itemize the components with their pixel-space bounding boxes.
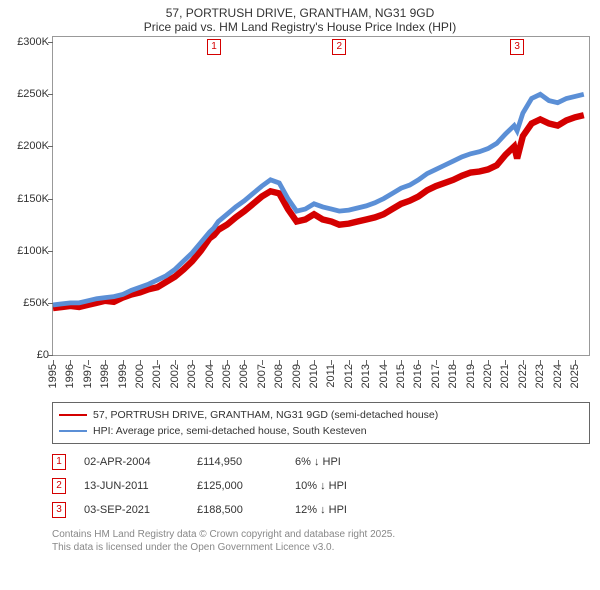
x-axis-label: 1997 [82, 364, 94, 388]
series-hpi [53, 94, 584, 305]
x-axis-label: 2000 [134, 364, 146, 388]
x-axis-label: 2024 [552, 364, 564, 388]
x-axis-label: 2011 [325, 364, 337, 388]
sales-pct: 6% ↓ HPI [295, 456, 395, 468]
y-axis-tick [48, 251, 53, 252]
legend-swatch [59, 414, 87, 416]
footer: Contains HM Land Registry data © Crown c… [52, 528, 590, 554]
y-axis-label: £200K [17, 140, 49, 152]
y-axis-tick [48, 199, 53, 200]
sales-price: £188,500 [197, 504, 277, 516]
sales-price: £114,950 [197, 456, 277, 468]
x-axis-label: 1996 [64, 364, 76, 388]
sales-date: 02-APR-2004 [84, 456, 179, 468]
title-line-2: Price paid vs. HM Land Registry's House … [4, 20, 596, 34]
title-line-1: 57, PORTRUSH DRIVE, GRANTHAM, NG31 9GD [4, 6, 596, 20]
y-axis-tick [48, 355, 53, 356]
x-axis-label: 2019 [465, 364, 477, 388]
y-axis-label: £50K [23, 297, 49, 309]
x-axis-label: 2025 [569, 364, 581, 388]
x-axis-label: 2009 [291, 364, 303, 388]
sale-marker-2: 2 [332, 39, 346, 55]
x-axis-label: 1999 [117, 364, 129, 388]
x-axis-label: 2022 [517, 364, 529, 388]
legend: 57, PORTRUSH DRIVE, GRANTHAM, NG31 9GD (… [52, 402, 590, 444]
sale-marker-1: 1 [207, 39, 221, 55]
sales-row: 2 13-JUN-2011 £125,000 10% ↓ HPI [52, 474, 590, 498]
plot-area: £0£50K£100K£150K£200K£250K£300K199519961… [52, 36, 590, 356]
y-axis-label: £300K [17, 36, 49, 48]
chart-area: £0£50K£100K£150K£200K£250K£300K199519961… [52, 36, 590, 396]
x-axis-label: 2003 [186, 364, 198, 388]
y-axis-tick [48, 146, 53, 147]
sale-marker-3: 3 [510, 39, 524, 55]
x-axis-label: 2015 [395, 364, 407, 388]
sales-row-marker: 3 [52, 502, 66, 518]
legend-swatch [59, 430, 87, 432]
x-axis-label: 2007 [256, 364, 268, 388]
x-axis-label: 2018 [447, 364, 459, 388]
chart-svg [53, 37, 589, 355]
sales-row-marker: 2 [52, 478, 66, 494]
y-axis-label: £100K [17, 245, 49, 257]
sales-pct: 12% ↓ HPI [295, 504, 395, 516]
y-axis-tick [48, 42, 53, 43]
sales-table: 1 02-APR-2004 £114,950 6% ↓ HPI 2 13-JUN-2011… [52, 450, 590, 522]
x-axis-label: 2013 [360, 364, 372, 388]
legend-row: 57, PORTRUSH DRIVE, GRANTHAM, NG31 9GD (… [59, 407, 583, 423]
y-axis-tick [48, 94, 53, 95]
sales-date: 03-SEP-2021 [84, 504, 179, 516]
series-price-paid [53, 115, 584, 308]
legend-label: HPI: Average price, semi-detached house,… [93, 423, 367, 439]
chart-container: 57, PORTRUSH DRIVE, GRANTHAM, NG31 9GD P… [0, 0, 600, 554]
x-axis-label: 2005 [221, 364, 233, 388]
sales-row-marker: 1 [52, 454, 66, 470]
sales-row: 1 02-APR-2004 £114,950 6% ↓ HPI [52, 450, 590, 474]
x-axis-label: 2014 [378, 364, 390, 388]
legend-row: HPI: Average price, semi-detached house,… [59, 423, 583, 439]
sales-date: 13-JUN-2011 [84, 480, 179, 492]
title-block: 57, PORTRUSH DRIVE, GRANTHAM, NG31 9GD P… [0, 0, 600, 36]
x-axis-label: 2017 [430, 364, 442, 388]
legend-label: 57, PORTRUSH DRIVE, GRANTHAM, NG31 9GD (… [93, 407, 438, 423]
x-axis-label: 2012 [343, 364, 355, 388]
y-axis-label: £150K [17, 193, 49, 205]
sales-pct: 10% ↓ HPI [295, 480, 395, 492]
footer-line-2: This data is licensed under the Open Gov… [52, 541, 590, 554]
x-axis-label: 2016 [412, 364, 424, 388]
x-axis-label: 2020 [482, 364, 494, 388]
y-axis-tick [48, 303, 53, 304]
x-axis-label: 1995 [47, 364, 59, 388]
x-axis-label: 2008 [273, 364, 285, 388]
x-axis-label: 2002 [169, 364, 181, 388]
x-axis-label: 2001 [151, 364, 163, 388]
x-axis-label: 1998 [99, 364, 111, 388]
sales-row: 3 03-SEP-2021 £188,500 12% ↓ HPI [52, 498, 590, 522]
x-axis-label: 2021 [499, 364, 511, 388]
footer-line-1: Contains HM Land Registry data © Crown c… [52, 528, 590, 541]
sales-price: £125,000 [197, 480, 277, 492]
x-axis-label: 2006 [238, 364, 250, 388]
x-axis-label: 2010 [308, 364, 320, 388]
x-axis-label: 2004 [204, 364, 216, 388]
y-axis-label: £250K [17, 88, 49, 100]
x-axis-label: 2023 [534, 364, 546, 388]
